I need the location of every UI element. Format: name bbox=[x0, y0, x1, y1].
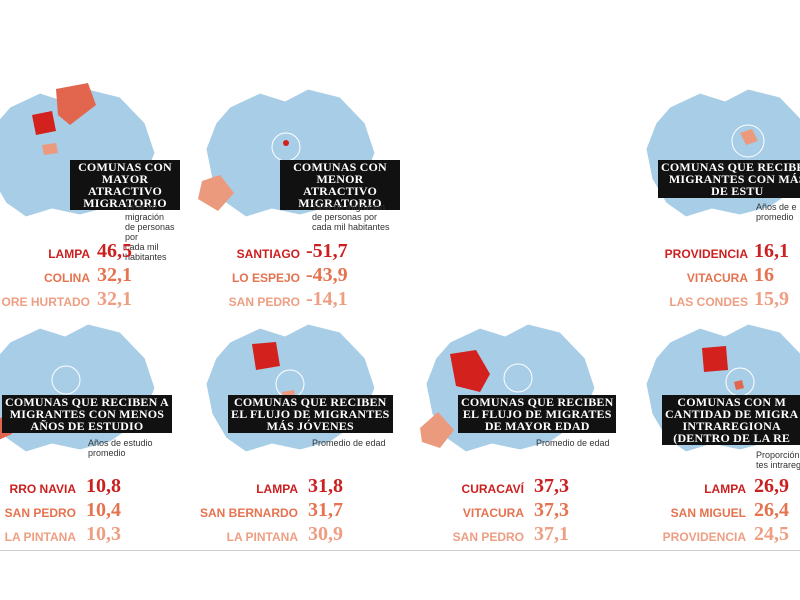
panel-title: COMUNAS CON MAYOR ATRACTIVO MIGRATORIO bbox=[70, 160, 180, 210]
rank-3-name: ORE HURTADO bbox=[1, 295, 90, 309]
rank-2-value: 26,4 bbox=[754, 499, 789, 521]
panel-mas-estudio: COMUNAS QUE RECIBEN MIGRANTES CON MÁS DE… bbox=[630, 75, 800, 315]
infographic-frame bbox=[0, 55, 800, 551]
rank-3-name: LA PINTANA bbox=[4, 530, 76, 544]
panel-title: COMUNAS QUE RECIBEN EL FLUJO DE MIGRANTE… bbox=[228, 395, 393, 433]
panel-title: COMUNAS QUE RECIBEN EL FLUJO DE MIGRATES… bbox=[458, 395, 617, 433]
panel-title: COMUNAS QUE RECIBEN MIGRANTES CON MÁS DE… bbox=[658, 160, 800, 198]
rank-3-name: SAN PEDRO bbox=[452, 530, 524, 544]
rank-1-name: LAMPA bbox=[704, 482, 746, 496]
rank-1-value: 46,5 bbox=[97, 240, 132, 262]
panel-mayor-edad: COMUNAS QUE RECIBEN EL FLUJO DE MIGRATES… bbox=[410, 310, 620, 550]
rank-1-name: LAMPA bbox=[48, 247, 90, 261]
rank-3-value: 30,9 bbox=[308, 523, 343, 545]
rank-2-value: -43,9 bbox=[306, 264, 348, 286]
rank-2-name: SAN PEDRO bbox=[4, 506, 76, 520]
rank-3-value: 15,9 bbox=[754, 288, 789, 310]
rank-1-name: PROVIDENCIA bbox=[664, 247, 748, 261]
rank-2-value: 10,4 bbox=[86, 499, 121, 521]
panel-subtitle: Promedio de edad bbox=[536, 438, 610, 448]
rank-1-value: 26,9 bbox=[754, 475, 789, 497]
panel-title: COMUNAS QUE RECIBEN A MIGRANTES CON MENO… bbox=[2, 395, 172, 433]
rank-1-value: 31,8 bbox=[308, 475, 343, 497]
rank-1-name: CURACAVÍ bbox=[461, 482, 524, 496]
panel-subtitle: Años de e promedio bbox=[756, 202, 797, 222]
panel-subtitle: Promedio de edad bbox=[312, 438, 386, 448]
panel-subtitle: Tasa de migración de personas por cada m… bbox=[312, 202, 390, 232]
rank-2-value: 37,3 bbox=[534, 499, 569, 521]
rank-1-value: 10,8 bbox=[86, 475, 121, 497]
rank-1-value: 37,3 bbox=[534, 475, 569, 497]
rank-2-value: 16 bbox=[754, 264, 774, 286]
rank-2-name: SAN BERNARDO bbox=[199, 506, 298, 520]
rank-3-value: 24,5 bbox=[754, 523, 789, 545]
panel-title: COMUNAS CON MENOR ATRACTIVO MIGRATORIO bbox=[280, 160, 400, 210]
rank-3-name: SAN PEDRO bbox=[228, 295, 300, 309]
rank-1-name: LAMPA bbox=[256, 482, 298, 496]
panel-intraregional: COMUNAS CON M CANTIDAD DE MIGRA INTRAREG… bbox=[630, 310, 800, 550]
panel-menos-estudio: COMUNAS QUE RECIBEN A MIGRANTES CON MENO… bbox=[0, 310, 180, 550]
rank-2-name: VITACURA bbox=[462, 506, 524, 520]
rank-3-name: PROVIDENCIA bbox=[662, 530, 746, 544]
rank-1-name: RRO NAVIA bbox=[9, 482, 76, 496]
rank-2-name: SAN MIGUEL bbox=[670, 506, 746, 520]
rank-3-name: LA PINTANA bbox=[226, 530, 298, 544]
rank-2-name: VITACURA bbox=[686, 271, 748, 285]
panel-subtitle: Años de estudio promedio bbox=[88, 438, 153, 458]
rank-2-value: 31,7 bbox=[308, 499, 343, 521]
panel-subtitle: Tasa de migración de personas por cada m… bbox=[125, 202, 175, 262]
rank-3-value: 32,1 bbox=[97, 288, 132, 310]
panel-title: COMUNAS CON M CANTIDAD DE MIGRA INTRAREG… bbox=[662, 395, 800, 445]
panel-subtitle: Proporción tes intrareg bbox=[756, 450, 800, 470]
rank-3-value: 10,3 bbox=[86, 523, 121, 545]
panel-mas-jovenes: COMUNAS QUE RECIBEN EL FLUJO DE MIGRANTE… bbox=[190, 310, 400, 550]
rank-3-value: -14,1 bbox=[306, 288, 348, 310]
panel-mayor-atractivo: COMUNAS CON MAYOR ATRACTIVO MIGRATORIO T… bbox=[0, 75, 180, 315]
rank-2-name: COLINA bbox=[44, 271, 90, 285]
rank-1-value: -51,7 bbox=[306, 240, 348, 262]
rank-1-value: 16,1 bbox=[754, 240, 789, 262]
panel-menor-atractivo: COMUNAS CON MENOR ATRACTIVO MIGRATORIO T… bbox=[190, 75, 400, 315]
rank-1-name: SANTIAGO bbox=[236, 247, 300, 261]
rank-2-name: LO ESPEJO bbox=[231, 271, 300, 285]
rank-2-value: 32,1 bbox=[97, 264, 132, 286]
rank-3-name: LAS CONDES bbox=[669, 295, 748, 309]
rank-3-value: 37,1 bbox=[534, 523, 569, 545]
